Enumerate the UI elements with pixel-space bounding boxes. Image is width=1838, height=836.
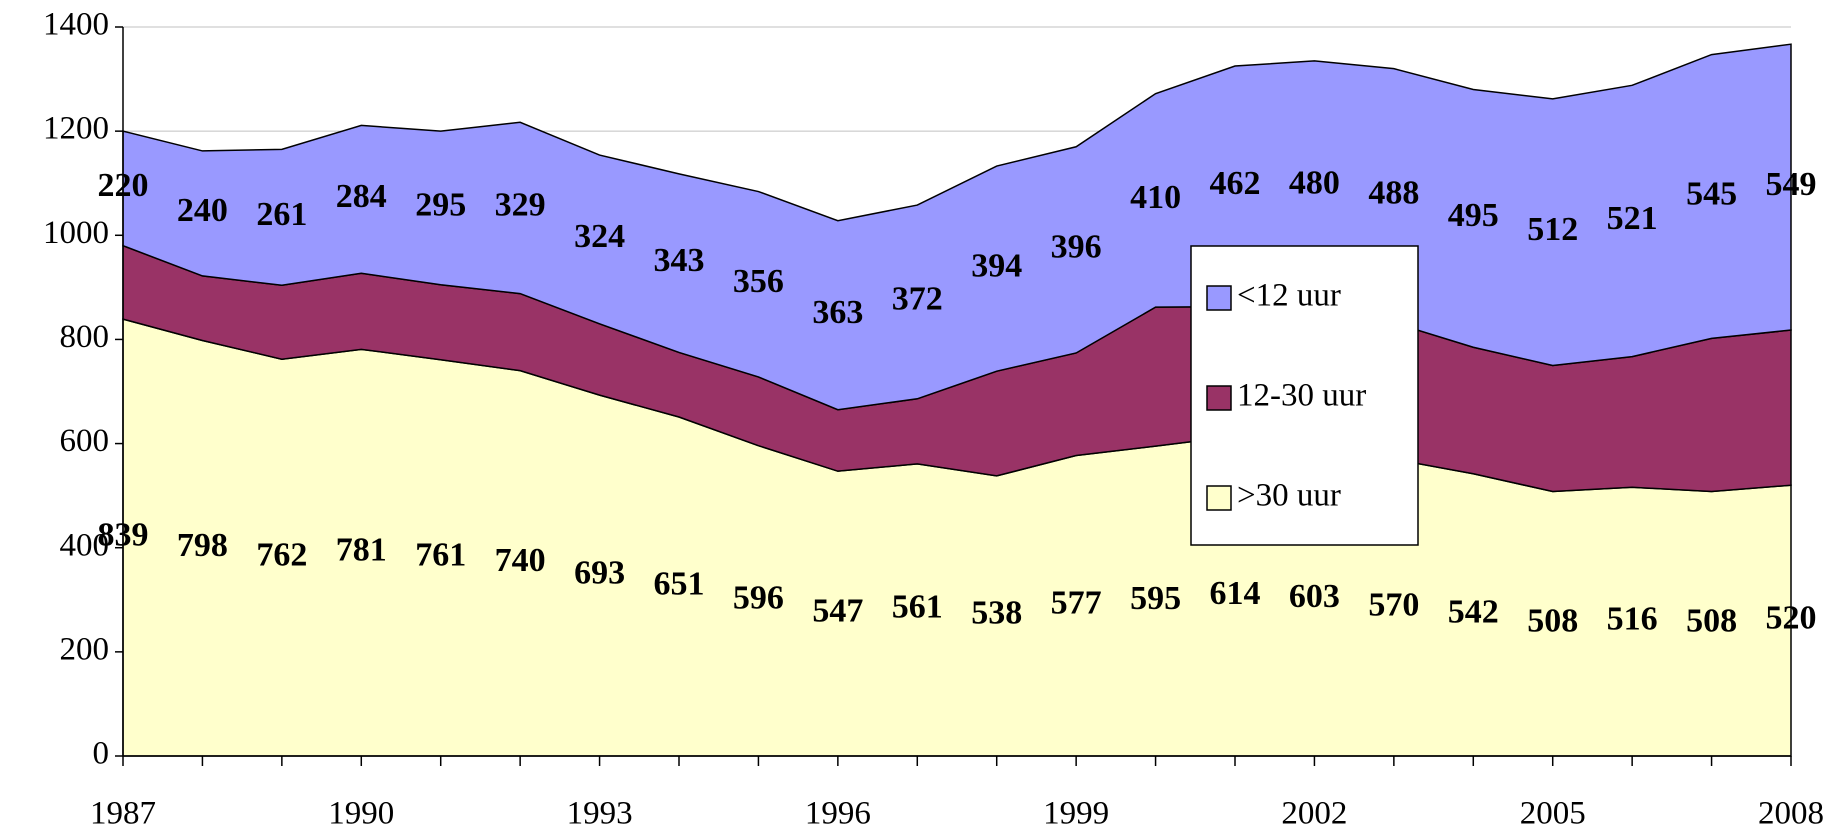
data-label: 363 <box>812 294 863 331</box>
x-tick-label: 2008 <box>1758 796 1824 832</box>
data-label: 495 <box>1448 197 1499 234</box>
data-label: 462 <box>1210 165 1261 202</box>
data-label: 547 <box>812 592 863 629</box>
data-label: 561 <box>892 589 943 626</box>
data-label: 521 <box>1607 200 1658 237</box>
data-label: 508 <box>1686 603 1737 640</box>
y-tick-label: 1000 <box>43 215 109 251</box>
data-label: 329 <box>495 187 546 224</box>
data-label: 538 <box>971 595 1022 632</box>
data-label: 762 <box>256 536 307 573</box>
data-label: 284 <box>336 178 387 215</box>
data-label: 394 <box>971 247 1022 284</box>
data-label: 740 <box>495 542 546 579</box>
data-label: 295 <box>415 187 466 224</box>
data-label: 761 <box>415 537 466 574</box>
x-tick-label: 2005 <box>1520 796 1586 832</box>
data-label: 520 <box>1766 599 1817 636</box>
x-tick-label: 1987 <box>90 796 156 832</box>
data-label: 508 <box>1527 603 1578 640</box>
data-label: 549 <box>1766 166 1817 203</box>
legend-label: <12 uur <box>1237 278 1341 314</box>
data-label: 343 <box>654 242 705 279</box>
data-label: 324 <box>574 218 625 255</box>
data-label: 781 <box>336 531 387 568</box>
data-label: 798 <box>177 527 228 564</box>
data-label: 542 <box>1448 594 1499 631</box>
data-label: 396 <box>1051 229 1102 266</box>
x-tick-label: 1999 <box>1043 796 1109 832</box>
y-tick-label: 0 <box>93 736 110 772</box>
data-label: 603 <box>1289 578 1340 615</box>
data-label: 651 <box>654 565 705 602</box>
data-label: 261 <box>256 196 307 233</box>
data-label: 356 <box>733 263 784 300</box>
y-tick-label: 600 <box>60 423 110 459</box>
data-label: 240 <box>177 192 228 229</box>
data-label: 577 <box>1051 585 1102 622</box>
x-tick-label: 1996 <box>805 796 871 832</box>
data-label: 516 <box>1607 600 1658 637</box>
data-label: 595 <box>1130 580 1181 617</box>
data-label: 570 <box>1368 586 1419 623</box>
data-label: 410 <box>1130 179 1181 216</box>
x-tick-label: 1990 <box>328 796 394 832</box>
y-tick-label: 200 <box>60 631 110 667</box>
data-label: 512 <box>1527 211 1578 248</box>
data-label: 480 <box>1289 165 1340 202</box>
legend-swatch <box>1206 285 1232 311</box>
legend-label: >30 uur <box>1237 478 1341 514</box>
y-tick-label: 1200 <box>43 111 109 147</box>
legend-swatch <box>1206 385 1232 411</box>
x-tick-label: 1993 <box>567 796 633 832</box>
legend-label: 12-30 uur <box>1237 378 1366 414</box>
data-label: 545 <box>1686 175 1737 212</box>
x-tick-label: 2002 <box>1281 796 1347 832</box>
data-label: 372 <box>892 281 943 318</box>
data-label: 614 <box>1210 575 1261 612</box>
y-tick-label: 1400 <box>43 7 109 43</box>
y-tick-label: 800 <box>60 319 110 355</box>
data-label: 596 <box>733 580 784 617</box>
y-tick-label: 400 <box>60 527 110 563</box>
legend-swatch <box>1206 485 1232 511</box>
data-label: 488 <box>1368 175 1419 212</box>
data-label: 693 <box>574 554 625 591</box>
